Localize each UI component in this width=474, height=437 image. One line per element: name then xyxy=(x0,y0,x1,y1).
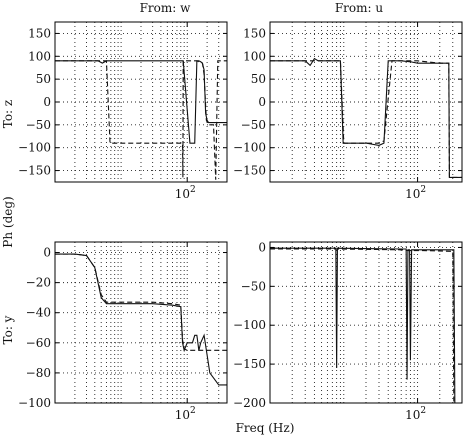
y-tick-label: 50 xyxy=(251,72,266,86)
y-tick-label: −150 xyxy=(233,357,266,371)
y-tick-label: 0 xyxy=(43,95,51,109)
y-tick-label: 0 xyxy=(258,95,266,109)
panel-2: 150 100 50 0 −50 −100 −150 102 xyxy=(233,21,463,201)
x-tick-label: 102 xyxy=(175,185,196,201)
y-tick-label: −150 xyxy=(18,164,51,178)
y-tick-label: −50 xyxy=(241,118,266,132)
panel-3: 0 −20 −40 −60 −80 −100 102 xyxy=(18,241,228,422)
y-tick-label: 150 xyxy=(243,26,266,40)
x-tick-label: 102 xyxy=(175,406,196,422)
series-line-1 xyxy=(55,253,227,386)
y-tick-label: −50 xyxy=(241,279,266,293)
y-tick-label: 0 xyxy=(43,246,51,260)
x-axis-label: Freq (Hz) xyxy=(236,421,295,435)
y-tick-label: −100 xyxy=(18,396,51,410)
y-tick-label: 100 xyxy=(28,49,51,63)
y-tick-label: −60 xyxy=(26,336,51,350)
series-line-2 xyxy=(270,248,462,403)
y-tick-label: −50 xyxy=(26,118,51,132)
y-tick-label: −100 xyxy=(18,141,51,155)
x-tick-label: 102 xyxy=(405,185,426,201)
row-title-z: To: z xyxy=(1,100,15,128)
y-tick-label: −100 xyxy=(233,141,266,155)
x-tick-label: 102 xyxy=(405,406,426,422)
panel-frame xyxy=(269,241,463,404)
col-title-u: From: u xyxy=(335,1,384,15)
row-title-y: To: y xyxy=(1,315,15,344)
series-line-2 xyxy=(270,60,462,178)
panel-1: 150 100 50 0 −50 −100 −150 102 xyxy=(18,21,228,201)
series-line-2 xyxy=(55,253,227,351)
y-tick-label: 0 xyxy=(258,240,266,254)
series-line-1 xyxy=(270,247,462,403)
y-axis-label: Ph (deg) xyxy=(1,196,15,247)
y-tick-label: −100 xyxy=(233,318,266,332)
y-tick-label: 150 xyxy=(28,26,51,40)
y-tick-label: 100 xyxy=(243,49,266,63)
y-tick-label: −200 xyxy=(233,396,266,410)
panel-frame xyxy=(54,241,228,404)
y-tick-label: −40 xyxy=(26,306,51,320)
series-line-2 xyxy=(55,60,227,180)
y-tick-label: 50 xyxy=(36,72,51,86)
col-title-w: From: w xyxy=(140,1,192,15)
y-tick-label: −150 xyxy=(233,164,266,178)
y-tick-label: −20 xyxy=(26,276,51,290)
y-tick-label: −80 xyxy=(26,366,51,380)
panel-4: 0 −50 −100 −150 −200 102 xyxy=(233,240,463,422)
